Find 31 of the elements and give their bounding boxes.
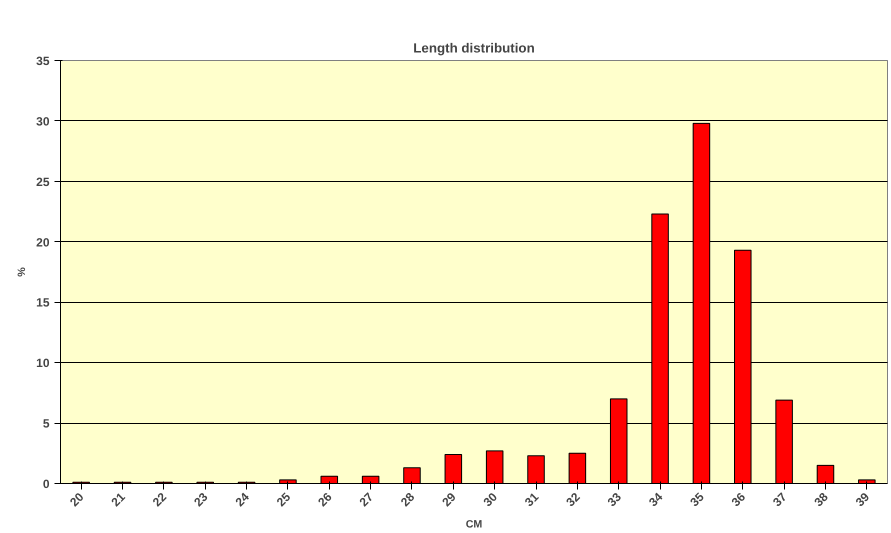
x-tick-label: 37 [770,490,790,510]
x-tick-label: 21 [108,490,128,510]
x-tick-label: 34 [646,490,666,510]
x-tick-label: 39 [852,490,872,510]
x-tick-label: 38 [811,490,832,510]
x-tick-label: 25 [274,490,294,510]
y-tick-label: 25 [36,174,50,189]
x-tick-label: 35 [687,490,707,510]
x-tick-label: 28 [398,490,418,510]
x-tick-label: 20 [67,490,87,510]
x-tick-label: 23 [191,490,211,510]
x-tick-label: 24 [232,490,252,510]
x-tick-label: 30 [480,490,500,510]
x-tick-label: 27 [356,490,376,510]
x-tick-label: 29 [439,490,459,510]
x-tick-label: 32 [563,490,583,510]
x-tick-label: 22 [150,490,170,510]
y-tick-label: 10 [36,356,50,370]
x-tick-label: 33 [604,490,624,510]
y-tick-label: 0 [42,477,50,491]
y-tick-label: 15 [36,296,50,310]
y-tick-label: 20 [36,235,50,250]
x-tick-label: 26 [315,490,335,510]
x-axis-title: CM [466,518,482,530]
y-tick-label: 30 [36,114,50,128]
x-tick-label: 36 [728,490,748,510]
y-tick-label: 35 [36,54,50,68]
chart-title: Length distribution [413,40,535,56]
y-tick-label: 5 [42,416,50,431]
y-axis-title: % [16,266,28,277]
x-tick-label: 31 [522,490,542,510]
